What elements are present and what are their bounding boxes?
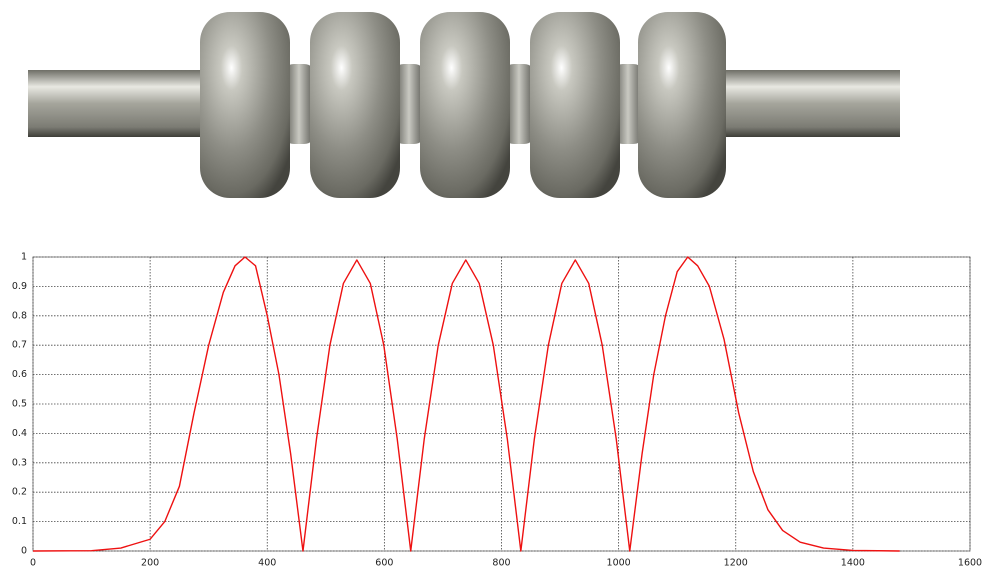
x-tick-label: 600 <box>375 558 393 569</box>
y-tick-label: 0.1 <box>12 516 27 527</box>
chart: 0 0.1 0.2 0.3 0.4 0.5 0.6 0.7 0.8 0.9 1 0 200 400 600 8… <box>12 252 982 569</box>
x-tick-label: 1600 <box>958 558 982 569</box>
x-tick-label: 400 <box>258 558 276 569</box>
x-tick-label: 200 <box>141 558 159 569</box>
y-tick-label: 0.9 <box>12 281 27 292</box>
y-tick-label: 0.4 <box>12 428 27 439</box>
y-tick-label: 0.8 <box>12 310 27 321</box>
y-tick-label: 0.7 <box>12 340 27 351</box>
x-tick-label: 800 <box>492 558 510 569</box>
data-line <box>32 256 900 552</box>
y-tick-label: 0.5 <box>12 399 27 410</box>
y-tick-label: 0.3 <box>12 457 27 468</box>
cells <box>200 12 726 198</box>
y-tick-label: 0.2 <box>12 487 27 498</box>
cavity-render <box>28 12 900 198</box>
y-tick-label: 0 <box>21 546 27 557</box>
x-tick-label: 1000 <box>607 558 631 569</box>
x-tick-label: 0 <box>30 558 36 569</box>
x-tick-label: 1200 <box>724 558 748 569</box>
y-tick-label: 1 <box>21 252 27 263</box>
y-tick-label: 0.6 <box>12 369 27 380</box>
x-tick-label: 1400 <box>841 558 865 569</box>
